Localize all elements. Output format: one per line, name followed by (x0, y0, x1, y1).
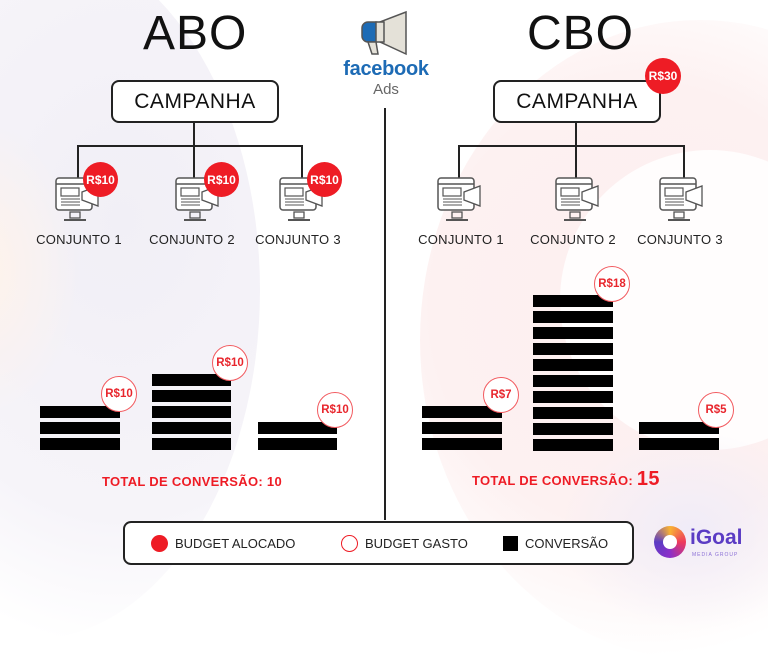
abo-tree-leg-1 (77, 145, 79, 178)
legend-label: CONVERSÃO (525, 535, 609, 551)
spent-budget-badge: R$7 (483, 377, 519, 413)
cbo-campaign-box: CAMPANHA (493, 80, 661, 123)
facebook-wordmark: facebook (343, 58, 429, 80)
adset-monitor-icon (437, 177, 481, 221)
abo-total-conversions: TOTAL DE CONVERSÃO: 10 (102, 474, 282, 489)
conversion-bar (152, 422, 231, 434)
igoal-wordmark: iGoal (690, 526, 743, 549)
filled-red-circle-icon (151, 534, 168, 552)
conversion-bar (422, 438, 502, 450)
cbo-total-conversions: TOTAL DE CONVERSÃO: 15 (472, 468, 660, 491)
conversion-bar (152, 390, 231, 402)
legend: BUDGET ALOCADO BUDGET GASTO CONVERSÃO (123, 521, 634, 565)
legend-label: BUDGET GASTO (365, 535, 468, 551)
facebook-ads-logo: facebook Ads (340, 10, 430, 100)
adset-monitor-icon (555, 177, 599, 221)
cbo-tree-leg-1 (458, 145, 460, 178)
adset-label: CONJUNTO 2 (530, 232, 616, 247)
total-label: TOTAL DE CONVERSÃO: (102, 474, 263, 489)
abo-campaign-box: CAMPANHA (111, 80, 279, 123)
adset-monitor-icon (659, 177, 703, 221)
spent-budget-badge: R$10 (212, 345, 248, 381)
total-value: 15 (636, 468, 660, 490)
conversion-bar (533, 311, 613, 323)
abo-tree-leg-3 (301, 145, 303, 178)
conversion-bar (533, 439, 613, 451)
adset-label: CONJUNTO 2 (149, 232, 235, 247)
conversion-bar (40, 438, 120, 450)
allocated-budget-badge: R$10 (307, 162, 342, 197)
conversion-bar (533, 423, 613, 435)
conversion-bar (533, 343, 613, 355)
conversion-bar (639, 438, 719, 450)
spent-budget-badge: R$10 (101, 376, 137, 412)
allocated-budget-badge: R$10 (204, 162, 239, 197)
total-value: 10 (266, 474, 282, 489)
cbo-tree-leg-2 (575, 145, 577, 178)
spent-budget-badge: R$18 (594, 266, 630, 302)
conversion-bar (533, 359, 613, 371)
cbo-tree-branch (458, 145, 684, 147)
adset-label: CONJUNTO 3 (255, 232, 341, 247)
conversion-bar (258, 438, 337, 450)
igoal-ring-icon (654, 526, 686, 558)
cbo-campaign-label: CAMPANHA (516, 89, 638, 113)
ads-wordmark: Ads (373, 81, 399, 98)
conversion-bar (639, 422, 719, 434)
legend-item-budget-allocated: BUDGET ALOCADO (151, 523, 295, 563)
legend-label: BUDGET ALOCADO (175, 535, 296, 551)
conversion-bar (40, 422, 120, 434)
conversion-bar (533, 295, 613, 307)
igoal-logo: iGoal MEDIA GROUP (654, 524, 764, 564)
total-label: TOTAL DE CONVERSÃO: (472, 473, 633, 488)
adset-label: CONJUNTO 1 (418, 232, 504, 247)
conversion-bar (533, 375, 613, 387)
conversion-bar (152, 406, 231, 418)
black-square-icon (503, 535, 518, 551)
legend-item-budget-spent: BUDGET GASTO (341, 523, 468, 563)
abo-title: ABO (143, 7, 248, 60)
conversion-bar (40, 406, 120, 418)
conversion-bar (422, 422, 502, 434)
conversion-bar (533, 327, 613, 339)
megaphone-icon (361, 10, 407, 56)
allocated-budget-badge: R$10 (83, 162, 118, 197)
abo-campaign-label: CAMPANHA (134, 89, 256, 113)
spent-budget-badge: R$10 (317, 392, 353, 428)
conversion-bar (533, 391, 613, 403)
outlined-red-circle-icon (341, 534, 358, 552)
spent-budget-badge: R$5 (698, 392, 734, 428)
campaign-allocated-budget-badge: R$30 (645, 58, 681, 94)
conversion-bar (258, 422, 337, 434)
cbo-tree-leg-3 (683, 145, 685, 178)
legend-item-conversion: CONVERSÃO (503, 523, 608, 563)
abo-tree-stem (193, 123, 195, 146)
abo-tree-leg-2 (193, 145, 195, 178)
center-divider (384, 108, 386, 520)
conversion-bar (422, 406, 502, 418)
conversion-bar (152, 438, 231, 450)
cbo-tree-stem (575, 123, 577, 146)
adset-label: CONJUNTO 1 (36, 232, 122, 247)
abo-tree-branch (77, 145, 303, 147)
igoal-tagline: MEDIA GROUP (692, 552, 739, 558)
adset-label: CONJUNTO 3 (637, 232, 723, 247)
conversion-bar (152, 374, 231, 386)
conversion-bar (533, 407, 613, 419)
cbo-title: CBO (527, 7, 635, 60)
